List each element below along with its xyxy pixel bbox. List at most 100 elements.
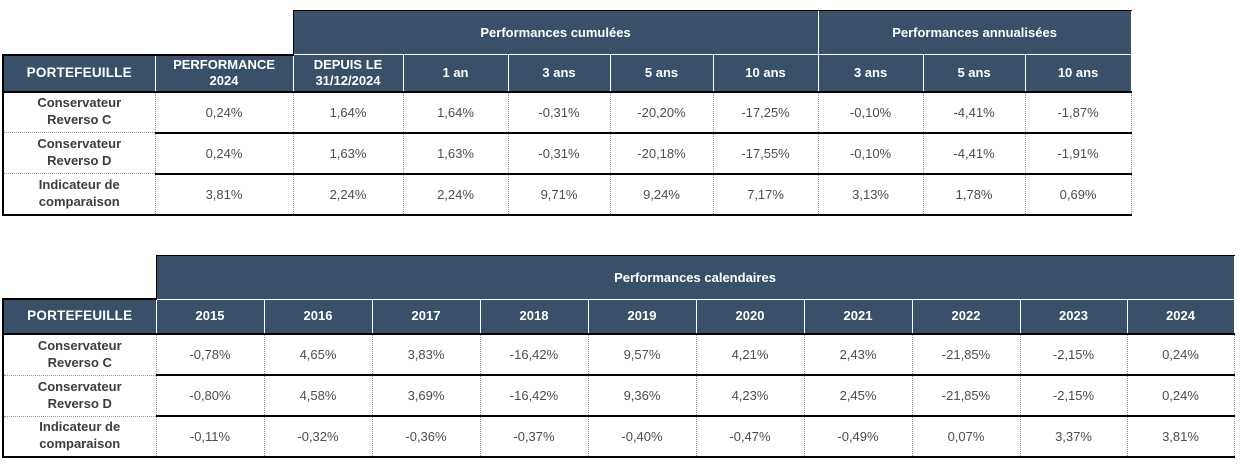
table-row-reverso-c: Conservateur Reverso C 0,24% 1,64% 1,64%… [2, 91, 1132, 134]
column-header-depuis-le: DEPUIS LE 31/12/2024 [292, 54, 404, 93]
value-cell: 1,64% [403, 91, 509, 134]
column-header-2015: 2015 [155, 298, 265, 335]
value-cell: 0,69% [1025, 173, 1132, 216]
row-label: Conservateur Reverso C [2, 91, 156, 133]
value-cell: 4,23% [696, 375, 805, 417]
value-cell: 4,21% [696, 334, 805, 376]
value-cell: 0,07% [912, 416, 1021, 458]
value-cell: 0,24% [155, 91, 294, 134]
table-row-reverso-c: Conservateur Reverso C -0,78% 4,65% 3,83… [2, 334, 1235, 376]
row-label: Conservateur Reverso D [2, 132, 156, 174]
value-cell: 3,13% [818, 173, 924, 216]
value-cell: -4,41% [923, 132, 1026, 175]
value-cell: 7,17% [713, 173, 819, 216]
value-cell: 9,24% [610, 173, 714, 216]
value-cell: -17,25% [713, 91, 819, 134]
value-cell: 4,65% [264, 334, 373, 376]
column-header-2017: 2017 [371, 298, 481, 335]
corner-header-portefeuille: PORTEFEUILLE [2, 298, 157, 335]
table-row-indicateur: Indicateur de comparaison -0,11% -0,32% … [2, 416, 1235, 458]
row-label: Conservateur Reverso C [2, 334, 157, 376]
group-header-row: Performances cumulées Performances annua… [3, 10, 1132, 55]
value-cell: 1,78% [923, 173, 1026, 216]
value-cell: -0,78% [156, 334, 265, 376]
column-header-10ans-cum: 10 ans [712, 54, 819, 93]
column-header-5ans-cum: 5 ans [609, 54, 714, 93]
row-label: Indicateur de comparaison [2, 173, 156, 216]
value-cell: 1,64% [293, 91, 404, 134]
value-cell: 0,24% [1127, 375, 1235, 417]
value-cell: -17,55% [713, 132, 819, 175]
row-label: Indicateur de comparaison [2, 416, 157, 458]
value-cell: -2,15% [1020, 375, 1128, 417]
header-spacer [3, 10, 293, 55]
group-header-row: Performances calendaires [3, 254, 1235, 300]
value-cell: 0,24% [155, 132, 294, 175]
calendar-performance-table: Performances calendaires PORTEFEUILLE 20… [2, 254, 1235, 458]
value-cell: -0,49% [804, 416, 913, 458]
column-header-2018: 2018 [479, 298, 589, 335]
value-cell: 0,24% [1127, 334, 1235, 376]
value-cell: 9,57% [588, 334, 697, 376]
value-cell: -0,10% [818, 132, 924, 175]
column-header-2022: 2022 [911, 298, 1021, 335]
group-header-annualized: Performances annualisées [817, 10, 1132, 55]
column-header-3ans-ann: 3 ans [817, 54, 924, 93]
value-cell: -16,42% [480, 375, 589, 417]
value-cell: -16,42% [480, 334, 589, 376]
column-header-5ans-ann: 5 ans [922, 54, 1026, 93]
value-cell: -0,40% [588, 416, 697, 458]
value-cell: 3,81% [155, 173, 294, 216]
value-cell: -4,41% [923, 91, 1026, 134]
value-cell: -0,37% [480, 416, 589, 458]
value-cell: 9,71% [508, 173, 611, 216]
table-row-reverso-d: Conservateur Reverso D 0,24% 1,63% 1,63%… [2, 132, 1132, 175]
column-header-2016: 2016 [263, 298, 373, 335]
column-header-2023: 2023 [1019, 298, 1128, 335]
column-header-10ans-ann: 10 ans [1024, 54, 1132, 93]
table-row-indicateur: Indicateur de comparaison 3,81% 2,24% 2,… [2, 173, 1132, 216]
value-cell: 3,69% [372, 375, 481, 417]
value-cell: 3,83% [372, 334, 481, 376]
value-cell: 1,63% [293, 132, 404, 175]
header-spacer [3, 255, 156, 299]
column-header-3ans-cum: 3 ans [507, 54, 611, 93]
column-header-row: PORTEFEUILLE PERFORMANCE 2024 DEPUIS LE … [2, 53, 1132, 93]
group-header-calendaires: Performances calendaires [155, 254, 1235, 300]
value-cell: 3,81% [1127, 416, 1235, 458]
value-cell: 2,43% [804, 334, 913, 376]
value-cell: -0,11% [156, 416, 265, 458]
table-row-reverso-d: Conservateur Reverso D -0,80% 4,58% 3,69… [2, 375, 1235, 417]
value-cell: -1,91% [1025, 132, 1132, 175]
value-cell: 2,45% [804, 375, 913, 417]
value-cell: -0,10% [818, 91, 924, 134]
column-header-1an: 1 an [402, 54, 509, 93]
column-header-2019: 2019 [587, 298, 697, 335]
cumulative-annualized-performance-table: Performances cumulées Performances annua… [2, 10, 1132, 216]
column-header-row: PORTEFEUILLE 2015 2016 2017 2018 2019 20… [2, 298, 1235, 335]
value-cell: -0,36% [372, 416, 481, 458]
group-header-cumulative: Performances cumulées [292, 10, 819, 55]
value-cell: 9,36% [588, 375, 697, 417]
value-cell: -0,31% [508, 132, 611, 175]
value-cell: 1,63% [403, 132, 509, 175]
column-header-2020: 2020 [695, 298, 805, 335]
value-cell: -21,85% [912, 375, 1021, 417]
value-cell: -2,15% [1020, 334, 1128, 376]
value-cell: -0,31% [508, 91, 611, 134]
value-cell: -0,32% [264, 416, 373, 458]
value-cell: -21,85% [912, 334, 1021, 376]
value-cell: -20,20% [610, 91, 714, 134]
value-cell: -1,87% [1025, 91, 1132, 134]
value-cell: 2,24% [293, 173, 404, 216]
value-cell: -20,18% [610, 132, 714, 175]
value-cell: -0,47% [696, 416, 805, 458]
value-cell: -0,80% [156, 375, 265, 417]
row-label: Conservateur Reverso D [2, 375, 157, 417]
column-header-2024: 2024 [1126, 298, 1235, 335]
column-header-2021: 2021 [803, 298, 913, 335]
value-cell: 2,24% [403, 173, 509, 216]
column-header-performance-2024: PERFORMANCE 2024 [154, 53, 294, 93]
value-cell: 3,37% [1020, 416, 1128, 458]
value-cell: 4,58% [264, 375, 373, 417]
